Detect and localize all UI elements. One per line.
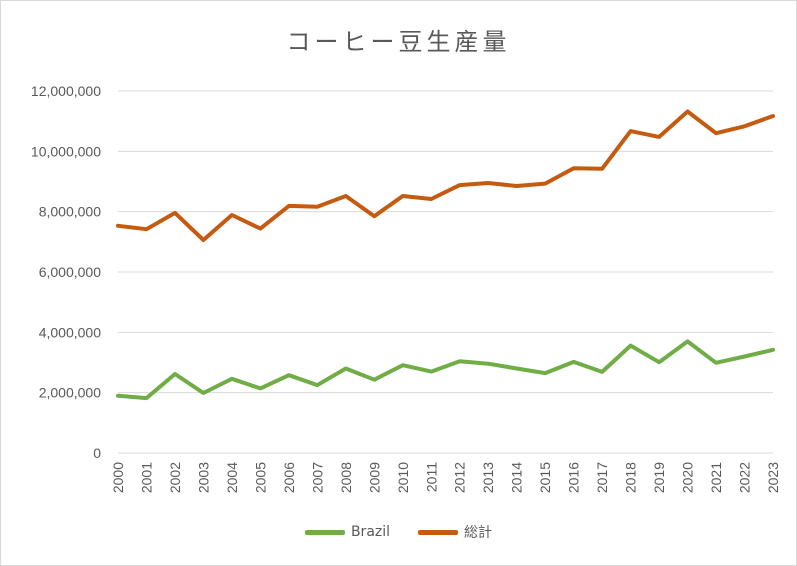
x-tick-label: 2022 — [737, 462, 753, 493]
y-tick-label: 8,000,000 — [39, 204, 101, 220]
y-tick-label: 4,000,000 — [39, 324, 101, 340]
x-tick-label: 2006 — [281, 462, 297, 493]
y-tick-label: 0 — [93, 445, 101, 461]
x-tick-label: 2019 — [651, 462, 667, 493]
legend-item-total: 総計 — [418, 522, 492, 542]
x-tick-label: 2009 — [366, 462, 382, 493]
x-tick-label: 2023 — [765, 462, 781, 493]
y-tick-label: 10,000,000 — [31, 143, 101, 159]
gridlines — [118, 90, 773, 454]
x-tick-label: 2015 — [537, 462, 553, 493]
series-lines — [116, 109, 775, 401]
legend-item-brazil: Brazil — [304, 522, 391, 542]
y-tick-label: 12,000,000 — [31, 83, 101, 99]
chart-title: コーヒー豆生産量 — [286, 28, 511, 56]
x-tick-label: 2010 — [395, 462, 411, 493]
legend-swatch-brazil — [304, 529, 345, 535]
x-tick-label: 2003 — [195, 462, 211, 493]
x-tick-label: 2002 — [167, 462, 183, 493]
x-tick-label: 2014 — [509, 462, 525, 493]
y-tick-label: 2,000,000 — [39, 385, 101, 401]
x-axis-ticks: 2000 2001 2002 2003 2004 2005 2006 2007 2008 2009… — [110, 462, 781, 493]
series-line-total — [116, 109, 775, 242]
x-tick-label: 2021 — [708, 462, 724, 493]
x-tick-label: 2004 — [224, 462, 240, 493]
x-tick-label: 2005 — [252, 462, 268, 493]
y-tick-label: 6,000,000 — [39, 264, 101, 280]
y-axis-ticks: 0 2,000,000 4,000,000 6,000,000 8,000,000 10,… — [31, 83, 101, 461]
legend-label-total: 総計 — [464, 525, 493, 541]
legend-swatch-total — [418, 529, 459, 535]
x-tick-label: 2012 — [452, 462, 468, 493]
x-tick-label: 2013 — [480, 462, 496, 493]
x-tick-label: 2016 — [566, 462, 582, 493]
legend-label-brazil: Brazil — [350, 524, 391, 540]
x-tick-label: 2020 — [680, 462, 696, 493]
x-tick-label: 2017 — [594, 462, 610, 493]
x-tick-label: 2007 — [309, 462, 325, 493]
x-tick-label: 2018 — [623, 462, 639, 493]
x-tick-label: 2011 — [423, 462, 439, 492]
x-tick-label: 2000 — [110, 462, 126, 493]
legend: Brazil 総計 — [0, 522, 797, 542]
series-line-brazil — [116, 339, 775, 401]
x-tick-label: 2001 — [138, 462, 154, 493]
x-tick-label: 2008 — [338, 462, 354, 493]
